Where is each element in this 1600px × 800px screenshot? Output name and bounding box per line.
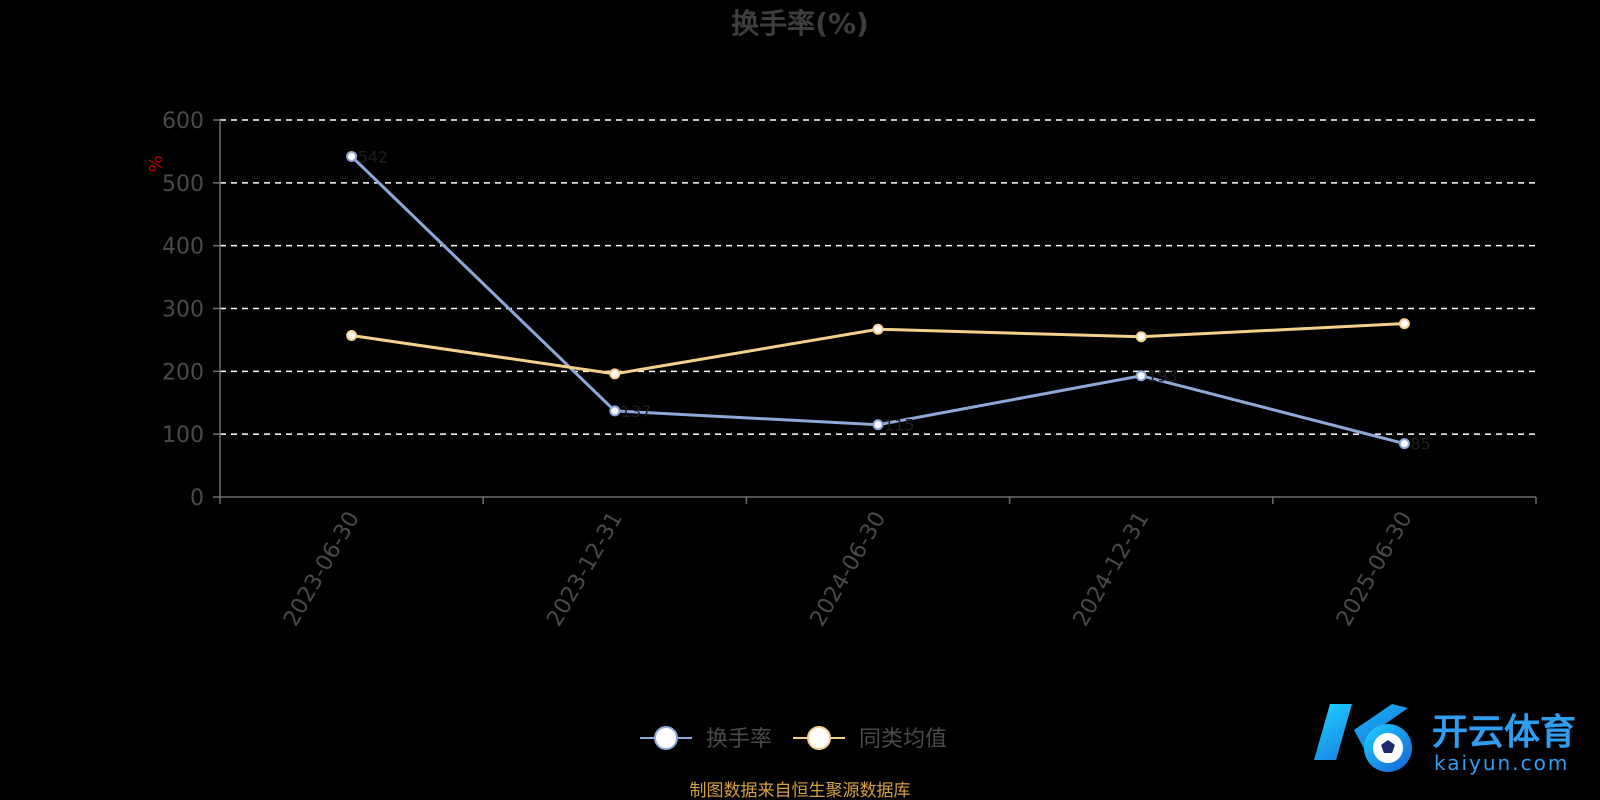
watermark-logo: 开云体育 kaiyun.com [1314,704,1576,775]
y-tick-label: 400 [162,235,204,260]
legend-marker[interactable] [807,726,831,750]
source-note: 制图数据来自恒生聚源数据库 [690,781,911,800]
legend[interactable]: 换手率 同类均值 [640,726,947,752]
data-point[interactable] [872,419,884,431]
legend-label[interactable]: 同类均值 [859,727,947,752]
watermark-domain: kaiyun.com [1434,751,1569,775]
y-tick-label: 600 [162,109,204,134]
series-line [350,155,1405,446]
data-label: 193 [1147,367,1178,386]
data-point[interactable] [1398,318,1410,330]
data-point[interactable] [1398,438,1410,450]
legend-marker[interactable] [654,726,678,750]
data-point[interactable] [1135,331,1147,343]
data-point[interactable] [346,150,358,162]
legend-label[interactable]: 换手率 [706,727,772,752]
x-tick-label: 2024-06-30 [806,508,892,631]
chart-title: 换手率(%) [731,7,869,40]
x-tick-label: 2025-06-30 [1332,508,1418,631]
data-label: 137 [621,402,652,421]
grid [220,119,1536,435]
data-label: 85 [1410,435,1430,454]
data-point[interactable] [1135,370,1147,382]
x-tick-label: 2023-06-30 [279,508,365,631]
y-tick-label: 200 [162,360,204,385]
y-tick-label: 500 [162,172,204,197]
series: 542 137 115 193 85 [346,147,1431,454]
x-tick-label: 2023-12-31 [542,508,628,631]
data-label: 115 [884,416,915,435]
y-axis-unit: % [146,155,167,172]
data-point[interactable] [872,323,884,335]
y-tick-label: 300 [162,298,204,323]
data-point[interactable] [346,330,358,342]
y-tick-label: 0 [190,486,204,511]
x-tick-label: 2024-12-31 [1069,508,1155,631]
y-tick-label: 100 [162,423,204,448]
watermark-brand: 开云体育 [1432,712,1576,753]
logo-k-icon [1314,704,1408,760]
axes: 0 100 200 300 400 500 600 2023-06-30 2023-12-31 2… [162,109,1537,631]
data-point[interactable] [609,405,621,417]
data-point[interactable] [609,368,621,380]
data-label: 542 [358,147,389,166]
